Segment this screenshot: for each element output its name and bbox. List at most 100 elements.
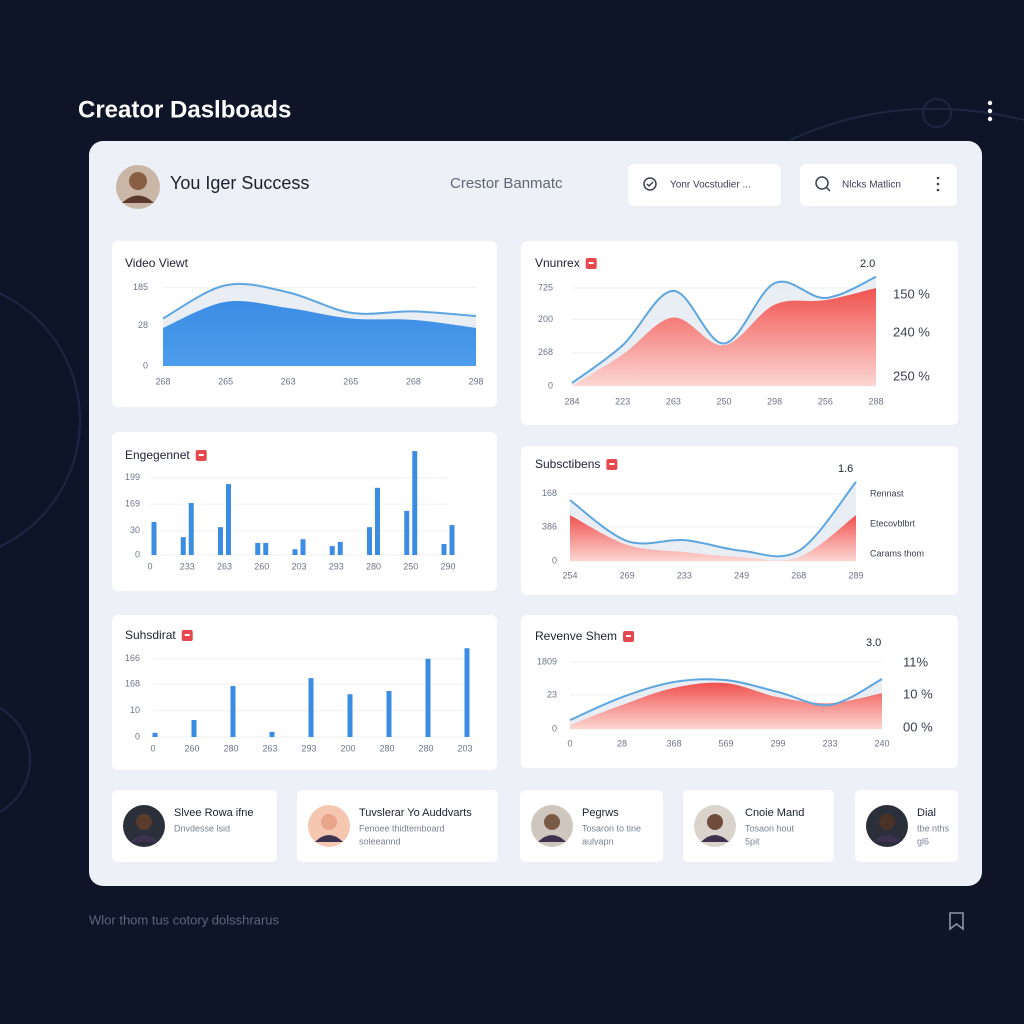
area [163,300,476,366]
x-tick-label: 263 [666,396,681,406]
x-tick-label: 260 [254,561,269,571]
y-tick-label: 0 [552,723,557,733]
profile-card[interactable]: Cnoie Mand Tosaon hout 5pit [683,790,834,862]
profile-card[interactable]: Dial tbe nths gl6 [855,790,958,862]
dashboard-subtitle: Crestor Banmatc [450,175,563,192]
line [162,282,477,320]
x-tick-label: 250 [716,396,731,406]
y-tick-label: 1809 [537,656,557,666]
line [571,275,877,384]
x-tick-label: 233 [180,561,195,571]
x-tick-label: 233 [677,570,692,580]
profile-card[interactable]: Pegrws Tosaron to tine aulvapn [520,790,663,862]
x-tick-label: 269 [620,570,635,580]
chart-panel: Suhsdirat 0 10 168 166 0 260 280 263 293 200 280 280… [112,615,497,770]
side-label: 1.6 [838,463,853,475]
chart-title: Suhsdirat [125,628,176,642]
bookmark-button[interactable] [949,912,964,931]
bar [180,537,186,555]
panel-background [112,432,497,591]
menu-button[interactable] [987,100,993,122]
decoration [0,98,1024,814]
avatar-face [321,814,337,830]
profile-detail: Tosaron to tine [582,823,641,833]
bar [191,719,197,737]
x-tick-label: 265 [218,376,233,386]
search-text: Nlcks Matlicn [842,180,901,191]
y-tick-label: 169 [125,498,140,508]
bar [263,542,269,555]
x-tick-label: 299 [770,738,785,748]
profile-detail: Tosaon hout [745,823,795,833]
x-tick-label: 268 [155,376,170,386]
user-name: You Iger Success [170,173,309,193]
y-tick-label: 200 [538,314,553,324]
x-tick-label: 0 [567,738,572,748]
bar [367,527,372,555]
y-tick-label: 0 [548,380,553,390]
footer-caption: Wlor thom tus cotory dolsshrarus [89,912,280,927]
badge-icon-mark [626,635,632,637]
x-tick-label: 240 [874,738,889,748]
avatar-body [538,835,566,842]
bar [412,451,418,555]
x-tick-label: 249 [734,570,749,580]
chart-panel: Subsctibens 0 386 168 254 269 233 249 268 289 1.6 R… [521,446,958,595]
bar [300,539,306,555]
avatar-face [136,814,152,830]
avatar-face [544,814,560,830]
search-box[interactable]: Nlcks Matlicn [800,164,957,206]
chart-title: Video Viewt [125,256,189,270]
x-tick-label: 298 [767,396,782,406]
x-tick-label: 265 [343,376,358,386]
x-tick-label: 290 [440,561,455,571]
x-tick-label: 263 [262,743,277,753]
x-tick-label: 368 [666,738,681,748]
area [570,682,882,729]
line [569,481,857,558]
bar [329,546,335,555]
bar [404,510,410,555]
y-tick-label: 386 [542,521,557,531]
chart-panel: Revenve Shem 0 23 1809 0 28 368 569 299 233 240 3.0… [521,615,958,768]
avatar-face [707,814,723,830]
x-tick-label: 268 [406,376,421,386]
profile-card[interactable]: Slvee Rowa ifne Dnvdesse lsid [112,790,277,862]
y-tick-label: 23 [547,689,557,699]
x-tick-label: 250 [403,561,418,571]
profile-detail: Fenoee thidtemboard [359,823,445,833]
y-tick-label: 28 [138,320,148,330]
x-tick-label: 233 [822,738,837,748]
x-tick-label: 223 [615,396,630,406]
chart-panel: Engegennet 0 30 169 199 0 233 263 260 203 293 280 25… [112,432,497,591]
y-tick-label: 0 [552,555,557,565]
x-tick-label: 263 [217,561,232,571]
profile-name: Slvee Rowa ifne [174,807,254,819]
badge-icon-mark [588,262,594,264]
bar [464,648,470,737]
filter-text: Yonr Vocstudier ... [670,180,751,191]
bar [425,658,431,737]
y-tick-label: 0 [135,549,140,559]
avatar-body [701,835,729,842]
side-label: 250 % [893,368,930,383]
x-tick-label: 569 [718,738,733,748]
x-tick-label: 260 [184,743,199,753]
profile-card[interactable]: Tuvslerar Yo Auddvarts Fenoee thidtemboar… [297,790,498,862]
x-tick-label: 293 [329,561,344,571]
bar [230,685,236,737]
y-tick-label: 0 [143,360,148,370]
chart-title: Vnunrex [535,256,580,270]
side-label: 2.0 [860,258,875,270]
filter-box[interactable]: Yonr Vocstudier ... [628,164,781,206]
y-tick-label: 185 [133,282,148,292]
profile-detail: 5pit [745,836,760,846]
y-tick-label: 168 [125,678,140,688]
side-label: Carams thom [870,548,924,558]
panel-background [112,615,497,770]
x-tick-label: 280 [223,743,238,753]
bar [441,543,447,555]
bar [151,521,157,555]
bar [449,525,455,555]
